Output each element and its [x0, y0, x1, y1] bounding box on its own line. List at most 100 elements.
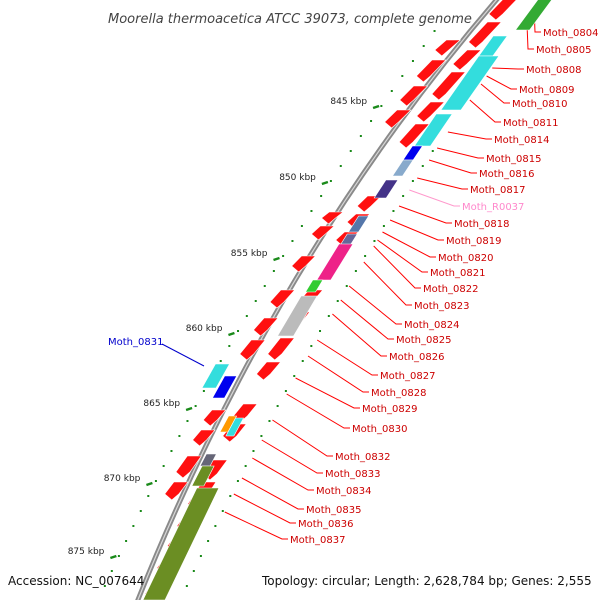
- cds-feature: [175, 455, 202, 479]
- strand-minor-tick: [431, 150, 434, 152]
- gene-label: Moth_0834: [316, 486, 371, 497]
- olive-feature: [191, 465, 215, 487]
- gene-label: Moth_0821: [430, 268, 485, 279]
- strand-minor-tick: [354, 270, 357, 272]
- gene-label-leader: [224, 511, 288, 540]
- kbp-minor-tick: [291, 240, 294, 242]
- gene-label: Moth_0833: [325, 469, 380, 480]
- kbp-major-tick: [228, 331, 235, 337]
- strand-minor-tick: [268, 420, 271, 422]
- gene-label-leader: [377, 239, 428, 273]
- gene-label: Moth_0828: [371, 388, 426, 399]
- strand-minor-tick: [192, 570, 195, 572]
- kbp-major-tick: [273, 256, 280, 262]
- strand-minor-tick: [411, 180, 414, 182]
- gene-label: Moth_R0037: [462, 202, 524, 213]
- kbp-minor-tick: [202, 390, 205, 392]
- gene-label: Moth_0804: [543, 28, 598, 39]
- gene-label: Moth_0825: [396, 335, 451, 346]
- cds-feature: [239, 339, 266, 361]
- kbp-tick-label: 855 kbp: [231, 249, 268, 259]
- cds-feature: [416, 101, 446, 123]
- kbp-minor-tick: [433, 30, 436, 32]
- cds-feature: [267, 337, 295, 361]
- genome-backbone-highlight: [137, 0, 498, 600]
- green-feature: [304, 279, 324, 293]
- kbp-minor-tick: [170, 450, 173, 452]
- strand-minor-tick: [336, 300, 339, 302]
- kbp-tick-label: 850 kbp: [279, 173, 316, 183]
- kbp-minor-tick: [245, 315, 248, 317]
- gene-label-leader: [241, 477, 304, 510]
- strand-minor-tick: [244, 465, 247, 467]
- strand-minor-tick: [293, 375, 296, 377]
- strand-minor-tick: [185, 585, 188, 587]
- cds-feature: [356, 195, 383, 213]
- kbp-tick-label: 875 kbp: [68, 547, 105, 557]
- gene-label-leader: [316, 339, 378, 376]
- cds-feature: [256, 361, 282, 381]
- kbp-minor-tick: [339, 165, 342, 167]
- kbp-major-tick: [109, 554, 117, 560]
- kbp-minor-tick: [194, 405, 197, 407]
- kbp-minor-tick: [380, 105, 383, 107]
- cds-feature: [232, 403, 258, 423]
- strand-minor-tick: [382, 225, 385, 227]
- cyan-feature: [225, 417, 245, 437]
- gene-label-leader: [272, 419, 333, 457]
- cds-feature: [269, 289, 296, 309]
- cds-feature: [468, 21, 503, 49]
- kbp-minor-tick: [219, 360, 222, 362]
- gene-label-leader: [286, 393, 350, 429]
- cds-feature: [291, 255, 317, 273]
- gene-label: Moth_0830: [352, 424, 407, 435]
- gene-label-leader: [348, 285, 402, 325]
- gene-label-leader: [480, 83, 510, 104]
- gene-label-leader: [492, 67, 524, 70]
- gene-label-left: Moth_0831: [108, 337, 163, 348]
- gene-label-leader: [398, 205, 452, 224]
- cds-feature: [310, 225, 336, 241]
- gene-label-leader: [307, 355, 369, 393]
- kbp-ticks: 845 kbp 850 kbp 855 kbp 860 kbp 865 kbp 870 k…: [68, 30, 436, 587]
- cds-feature: [384, 109, 412, 129]
- gene-label: Moth_0827: [380, 371, 435, 382]
- strand-minor-tick: [214, 525, 217, 527]
- gene-label-leader: [428, 159, 477, 174]
- strand-minor-tick: [221, 510, 224, 512]
- strand-minor-tick: [310, 345, 313, 347]
- gene-label-leader: [409, 189, 460, 207]
- cyan-feature: [413, 113, 453, 147]
- label-leaders: [161, 9, 541, 540]
- olive-feature: [142, 487, 220, 600]
- kbp-minor-tick: [349, 150, 352, 152]
- gene-label: Moth_0822: [423, 284, 478, 295]
- kbp-tick-label: 870 kbp: [104, 474, 141, 484]
- genome-stats-text: Topology: circular; Length: 2,628,784 bp…: [262, 574, 592, 588]
- cds-feature: [431, 71, 467, 101]
- gene-label-leader: [436, 147, 484, 159]
- kbp-minor-tick: [132, 525, 135, 527]
- blue-feature: [211, 375, 238, 399]
- strand-minor-tick: [373, 240, 376, 242]
- kbp-minor-tick: [411, 60, 414, 62]
- gene-label-leader: [373, 245, 421, 289]
- kbp-minor-tick: [254, 300, 257, 302]
- map-title: Moorella thermoacetica ATCC 39073, compl…: [108, 12, 472, 27]
- gene-label: Moth_0820: [438, 253, 493, 264]
- kbp-minor-tick: [320, 195, 323, 197]
- kbp-minor-tick: [237, 330, 240, 332]
- gene-label-leader: [417, 177, 468, 190]
- cds-feature: [164, 481, 189, 501]
- gene-label: Moth_0810: [512, 99, 567, 110]
- gene-label: Moth_0835: [306, 505, 361, 516]
- strand-minor-tick: [402, 195, 405, 197]
- cds-feature: [321, 211, 345, 225]
- kbp-minor-tick: [154, 480, 157, 482]
- cds-feature: [488, 0, 517, 21]
- kbp-major-tick: [372, 104, 380, 110]
- gene-label-leader: [486, 75, 517, 90]
- gene-label: Moth_0817: [470, 185, 525, 196]
- kbp-major-tick: [185, 406, 193, 412]
